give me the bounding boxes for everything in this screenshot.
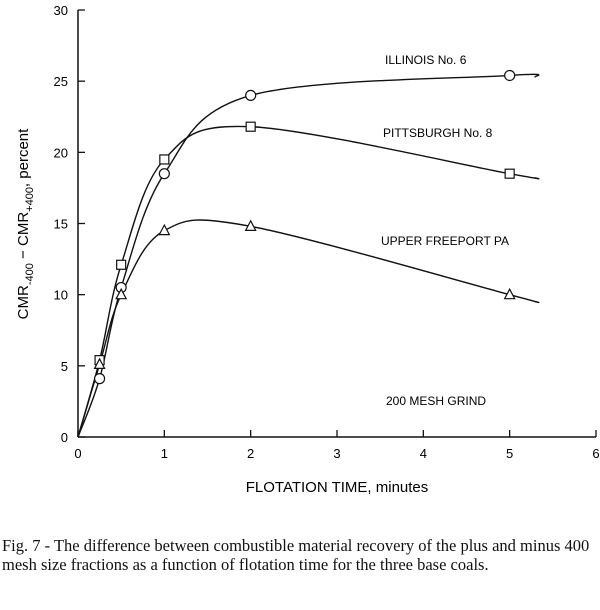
data-point-triangle	[115, 287, 128, 300]
y-tick-label: 10	[54, 288, 68, 303]
series-label-pittsburgh: PITTSBURGH No. 8	[383, 126, 493, 140]
data-point-triangle	[503, 287, 516, 300]
data-point-triangle	[93, 357, 106, 370]
x-tick-label: 2	[247, 446, 254, 461]
y-tick-label: 5	[61, 359, 68, 374]
x-tick-label: 5	[506, 446, 513, 461]
y-axis-label: CMR-400 − CMR+400, percent	[15, 128, 36, 319]
data-point-square	[116, 259, 127, 270]
data-markers	[93, 69, 516, 385]
chart: 0 1 2 3 4 5 6 0 5 10 15 20 25 30 ILLINOIS No. 6 PITTS…	[15, 3, 600, 496]
x-axis-label: FLOTATION TIME, minutes	[246, 479, 429, 496]
y-tick-label: 20	[54, 145, 68, 160]
data-point-triangle	[244, 219, 257, 231]
data-point-square	[245, 121, 256, 132]
y-tick-label: 30	[54, 3, 68, 18]
x-tick-label: 0	[74, 446, 81, 461]
data-point-circle	[245, 89, 257, 102]
data-point-square	[504, 168, 515, 179]
annotation-mesh-grind: 200 MESH GRIND	[386, 394, 486, 408]
data-point-circle	[158, 168, 170, 180]
x-tick-label: 1	[161, 446, 168, 461]
y-tick-label: 15	[54, 217, 68, 232]
y-tick-label: 25	[54, 74, 68, 89]
x-tick-label: 3	[333, 446, 340, 461]
figure-caption: Fig. 7 - The difference between combusti…	[2, 536, 590, 574]
data-point-triangle	[158, 223, 171, 236]
y-tick-label: 0	[61, 430, 68, 445]
data-point-square	[159, 154, 170, 165]
x-tick-label: 6	[592, 446, 599, 461]
series-label-illinois: ILLINOIS No. 6	[385, 53, 467, 67]
data-point-circle	[93, 373, 106, 385]
series-label-upper-freeport: UPPER FREEPORT PA	[381, 234, 509, 248]
axes: 0 1 2 3 4 5 6 0 5 10 15 20 25 30	[54, 3, 600, 461]
x-tick-label: 4	[420, 446, 427, 461]
series-curve-square	[77, 125, 540, 438]
data-point-circle	[504, 69, 516, 82]
